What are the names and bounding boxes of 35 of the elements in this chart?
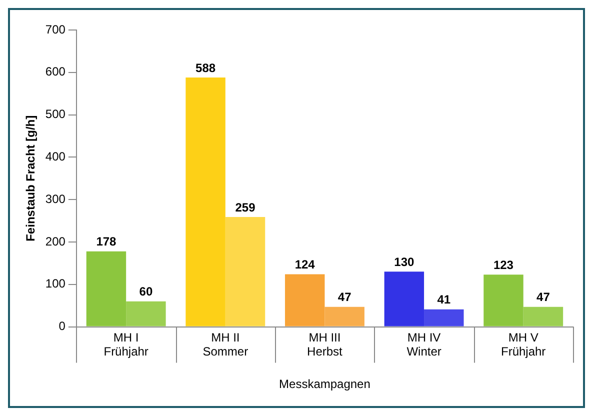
bar	[384, 272, 424, 326]
y-tick-label: 700	[45, 22, 66, 36]
data-label: 41	[437, 292, 451, 307]
bar	[324, 306, 364, 326]
y-tick-label: 400	[45, 150, 66, 164]
data-label: 60	[139, 284, 153, 299]
bar	[424, 309, 464, 326]
x-tick-label: MH I Frühjahr	[104, 330, 148, 359]
data-label: 259	[235, 200, 256, 214]
bar	[284, 274, 325, 326]
y-tick-label: 600	[45, 64, 66, 79]
bar	[523, 306, 564, 326]
data-label: 124	[294, 258, 316, 272]
data-label: 588	[196, 60, 216, 75]
y-tick-label: 500	[45, 107, 66, 122]
x-axis-title: Messkampagnen	[279, 377, 370, 392]
bar	[126, 301, 166, 326]
x-tick-label: MH V Frühjahr	[501, 330, 546, 359]
bar	[186, 77, 226, 326]
y-tick-label: 200	[45, 234, 66, 248]
data-label: 47	[338, 290, 352, 304]
x-tick-label: MH IV Winter	[406, 330, 442, 359]
y-tick-label: 300	[45, 192, 66, 206]
data-label: 130	[394, 254, 414, 269]
x-tick-label: MH III Herbst	[307, 330, 344, 359]
data-label: 47	[536, 290, 550, 304]
bar	[86, 251, 126, 326]
y-tick-label: 100	[45, 276, 66, 291]
x-tick-label: MH II Sommer	[202, 330, 248, 359]
data-label: 123	[493, 258, 514, 272]
y-axis-title: Feinstaub Fracht [g/h]	[24, 115, 38, 242]
bar	[484, 274, 524, 326]
data-label: 178	[96, 234, 117, 249]
y-tick-label: 0	[58, 319, 66, 334]
bar	[225, 216, 266, 326]
